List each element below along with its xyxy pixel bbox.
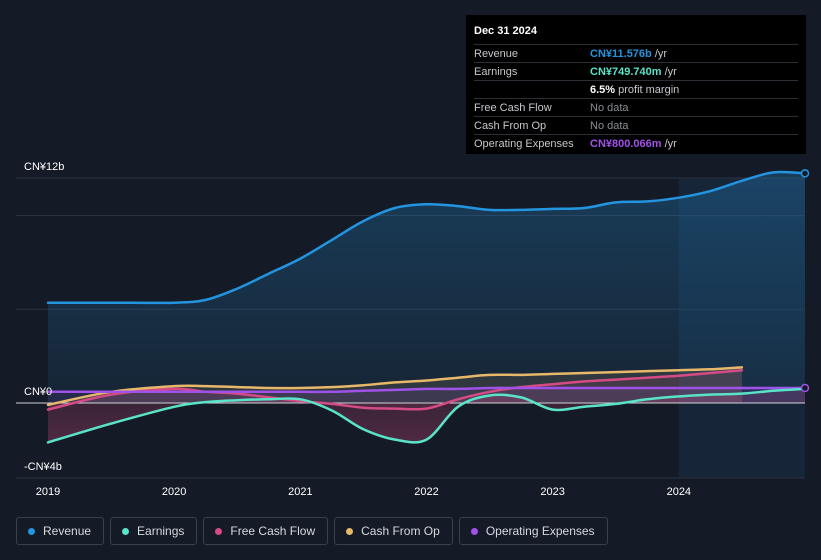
y-tick-label: CN¥12b (24, 161, 64, 173)
tooltip-row: Cash From Op No data (474, 116, 798, 134)
tooltip-row-label: Free Cash Flow (474, 101, 552, 114)
legend: Revenue Earnings Free Cash Flow Cash From O… (16, 517, 608, 545)
legend-dot-icon (122, 527, 130, 535)
operating-expenses-end-marker (800, 383, 810, 393)
x-tick-label: 2024 (667, 486, 691, 498)
legend-label: Cash From Op (361, 524, 440, 538)
tooltip-row: 6.5% profit margin (474, 80, 798, 98)
x-tick-label: 2020 (162, 486, 186, 498)
legend-label: Earnings (137, 524, 185, 538)
tooltip-row: Operating Expenses CN¥800.066m /yr (474, 134, 798, 152)
legend-dot-icon (346, 527, 354, 535)
earnings-line (46, 387, 807, 444)
x-tick-label: 2019 (36, 486, 60, 498)
cash-from-op-line (46, 366, 744, 407)
legend-dot-icon (28, 527, 35, 535)
legend-item-earnings[interactable]: Earnings (110, 517, 198, 545)
legend-item-free-cash-flow[interactable]: Free Cash Flow (203, 517, 329, 545)
tooltip-row-label: Earnings (474, 65, 518, 78)
legend-label: Operating Expenses (485, 524, 595, 538)
tooltip-row: Revenue CN¥11.576b /yr (474, 44, 798, 62)
legend-label: Free Cash Flow (230, 524, 316, 538)
x-tick-label: 2021 (288, 486, 312, 498)
earnings-area (48, 388, 805, 443)
legend-label: Revenue (43, 524, 92, 538)
tooltip: Dec 31 2024 Revenue CN¥11.576b /yr Earning… (466, 15, 806, 154)
tooltip-row: Free Cash Flow No data (474, 98, 798, 116)
tooltip-row-value: CN¥800.066m /yr (590, 137, 677, 150)
tooltip-row-value: No data (590, 119, 629, 132)
x-tick-label: 2022 (414, 486, 438, 498)
revenue-area (48, 171, 805, 403)
legend-item-cash-from-op[interactable]: Cash From Op (334, 517, 453, 545)
tooltip-row: Earnings CN¥749.740m /yr (474, 62, 798, 80)
tooltip-row-value: No data (590, 101, 629, 114)
tooltip-row-label: Revenue (474, 47, 519, 60)
tooltip-row-label: Cash From Op (474, 119, 547, 132)
revenue-line (46, 170, 807, 305)
tooltip-row-label: Operating Expenses (474, 137, 574, 150)
tooltip-date: Dec 31 2024 (474, 25, 537, 37)
revenue-end-marker (800, 169, 810, 178)
cash-from-op-area (48, 367, 742, 405)
y-tick-label: CN¥0 (24, 386, 52, 398)
tooltip-row-value: CN¥11.576b /yr (590, 47, 668, 60)
legend-item-revenue[interactable]: Revenue (16, 517, 105, 545)
legend-dot-icon (470, 527, 478, 535)
y-tick-label: -CN¥4b (24, 461, 62, 473)
tooltip-row-value: CN¥749.740m /yr (590, 65, 677, 78)
tooltip-row-value: 6.5% profit margin (590, 83, 680, 96)
legend-item-operating-expenses[interactable]: Operating Expenses (458, 517, 608, 545)
legend-dot-icon (215, 527, 223, 535)
operating-expenses-line (46, 386, 807, 394)
x-tick-label: 2023 (540, 486, 564, 498)
